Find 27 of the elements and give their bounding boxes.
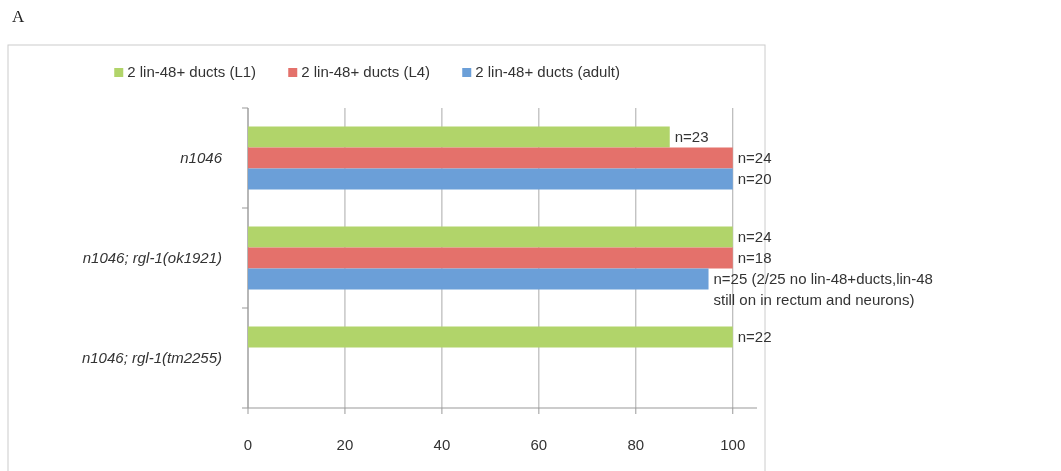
bar	[248, 147, 733, 169]
y-tick-label: n1046; rgl-1(tm2255)	[81, 349, 222, 366]
legend-label: 2 lin-48+ ducts (L4)	[301, 63, 431, 80]
annotation: n=24	[737, 228, 772, 245]
legend-label: 2 lin-48+ ducts (adult)	[475, 63, 620, 80]
bar	[248, 247, 733, 269]
y-tick-label: n1046	[180, 149, 223, 166]
annotation: n=23	[674, 128, 709, 145]
annotation: n=18	[737, 249, 772, 266]
x-tick-label: 20	[336, 436, 354, 453]
annotation: n=25 (2/25 no lin-48+ducts,lin-48 still on in rectum and neurons)	[713, 270, 933, 308]
bar	[248, 226, 733, 248]
legend-label: 2 lin-48+ ducts (L1)	[127, 63, 257, 80]
bar	[248, 168, 733, 190]
annotation: n=24	[737, 149, 772, 166]
text: A	[12, 7, 25, 26]
bar	[248, 126, 670, 148]
y-tick-label: n1046; rgl-1(ok1921)	[82, 249, 222, 266]
x-tick-label: 0	[243, 436, 253, 453]
bar	[248, 268, 709, 290]
annotation: n=22	[737, 328, 772, 345]
x-tick-label: 40	[433, 436, 451, 453]
x-tick-label: 60	[530, 436, 548, 453]
annotation: n=20	[737, 170, 772, 187]
bar	[248, 326, 733, 348]
x-tick-label: 100	[720, 436, 746, 453]
x-tick-label: 80	[627, 436, 645, 453]
